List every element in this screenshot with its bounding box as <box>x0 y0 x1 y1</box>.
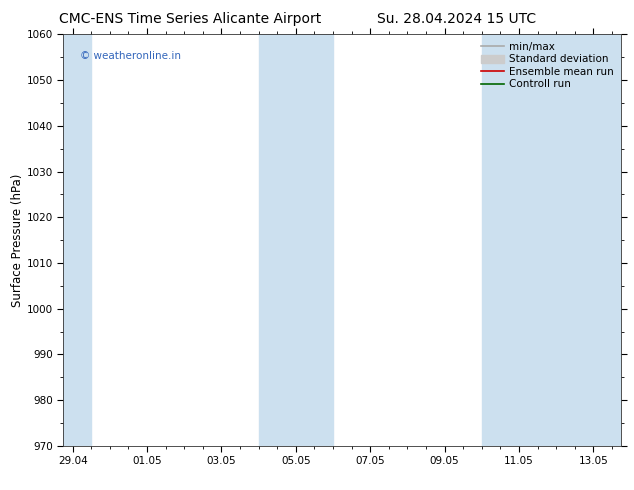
Bar <box>556 34 621 446</box>
Text: CMC-ENS Time Series Alicante Airport: CMC-ENS Time Series Alicante Airport <box>59 12 321 26</box>
Text: Su. 28.04.2024 15 UTC: Su. 28.04.2024 15 UTC <box>377 12 536 26</box>
Bar <box>63 34 91 446</box>
Bar <box>482 34 556 446</box>
Text: © weatheronline.in: © weatheronline.in <box>80 51 181 61</box>
Y-axis label: Surface Pressure (hPa): Surface Pressure (hPa) <box>11 173 24 307</box>
Bar <box>259 34 333 446</box>
Legend: min/max, Standard deviation, Ensemble mean run, Controll run: min/max, Standard deviation, Ensemble me… <box>479 40 616 92</box>
